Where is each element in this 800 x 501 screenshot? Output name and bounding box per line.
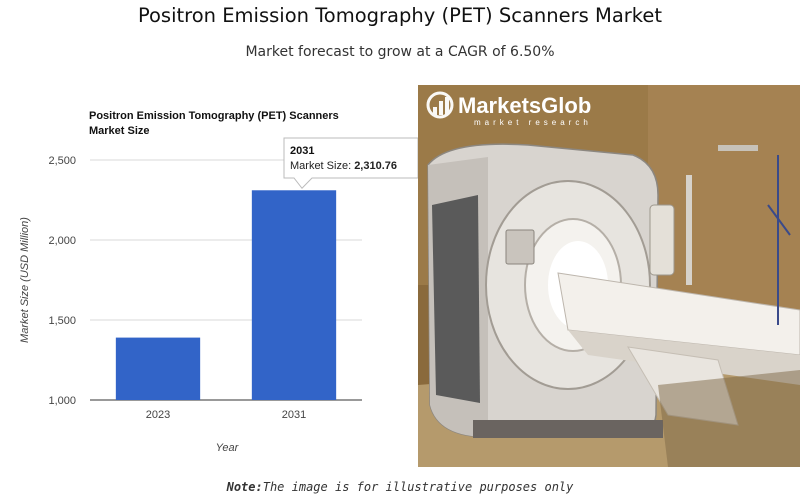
y-tick-label: 1,500 [48, 315, 76, 327]
y-axis-label: Market Size (USD Million) [19, 217, 31, 343]
x-tick-label: 2023 [146, 409, 170, 421]
x-tick-label: 2031 [282, 409, 306, 421]
tooltip-category: 2031 [290, 145, 314, 157]
logo-subtext: market research [474, 118, 592, 127]
logo-text: MarketsGlob [458, 93, 591, 118]
bar-2031[interactable] [251, 190, 337, 400]
chart-title: Positron Emission Tomography (PET) Scann… [89, 110, 339, 137]
footer-note: Note:The image is for illustrative purpo… [0, 480, 800, 494]
note-label: Note: [226, 480, 263, 494]
bar-chart: 1,000 1,500 2,000 2,500 2023 2031 Market Size… [19, 137, 418, 454]
markets-glob-logo: MarketsGlob market research [426, 91, 592, 127]
y-tick-label: 1,000 [48, 395, 76, 407]
x-axis-label: Year [216, 442, 240, 454]
note-text: The image is for illustrative purposes o… [262, 480, 574, 494]
chart-tooltip: 2031 Market Size: 2,310.76 [283, 137, 418, 190]
pet-scanner-photo: MarketsGlob market research [418, 85, 800, 467]
tooltip-value: 2,310.76 [354, 160, 397, 172]
y-tick-label: 2,500 [48, 155, 76, 167]
tooltip-value-line: Market Size: 2,310.76 [290, 160, 397, 172]
y-tick-label: 2,000 [48, 235, 76, 247]
bar-2023[interactable] [115, 337, 201, 400]
tooltip-label: Market Size: [290, 160, 354, 172]
tooltip-box [283, 137, 418, 190]
page-subtitle: Market forecast to grow at a CAGR of 6.5… [245, 44, 555, 60]
page-title: Positron Emission Tomography (PET) Scann… [137, 4, 663, 27]
